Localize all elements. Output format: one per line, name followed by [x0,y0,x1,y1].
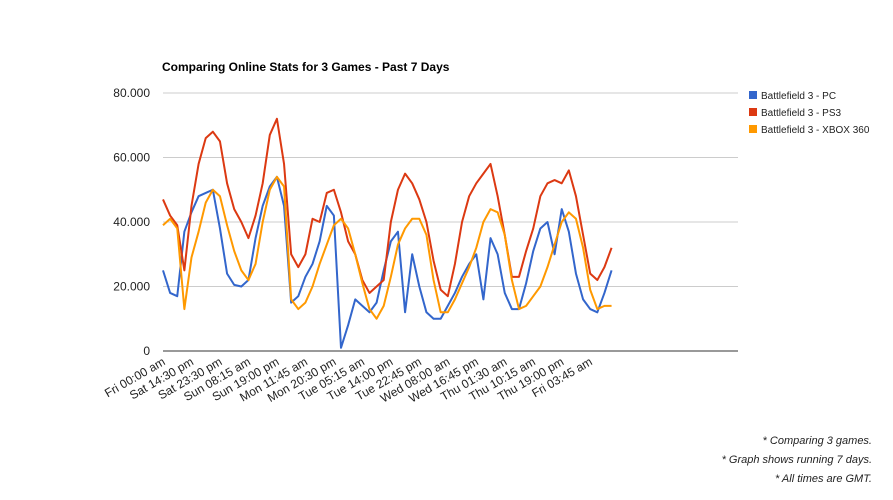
y-tick-label: 60.000 [113,151,150,165]
note: * Graph shows running 7 days. [722,454,872,466]
legend-swatch [749,108,757,116]
chart-title: Comparing Online Stats for 3 Games - Pas… [162,60,450,74]
note: * Comparing 3 games. [763,435,872,447]
series-line [162,117,613,298]
y-tick-label: 40.000 [113,215,150,229]
legend-swatch [749,125,757,133]
legend-label: Battlefield 3 - PS3 [761,108,841,119]
legend-label: Battlefield 3 - PC [761,91,836,102]
legend-swatch [749,91,757,99]
legend-label: Battlefield 3 - XBOX 360 [761,125,870,136]
note: * All times are GMT. [775,473,872,485]
series-line [162,175,612,320]
y-tick-label: 20.000 [113,280,150,294]
y-tick-label: 80.000 [113,86,150,100]
y-tick-label: 0 [143,344,150,358]
